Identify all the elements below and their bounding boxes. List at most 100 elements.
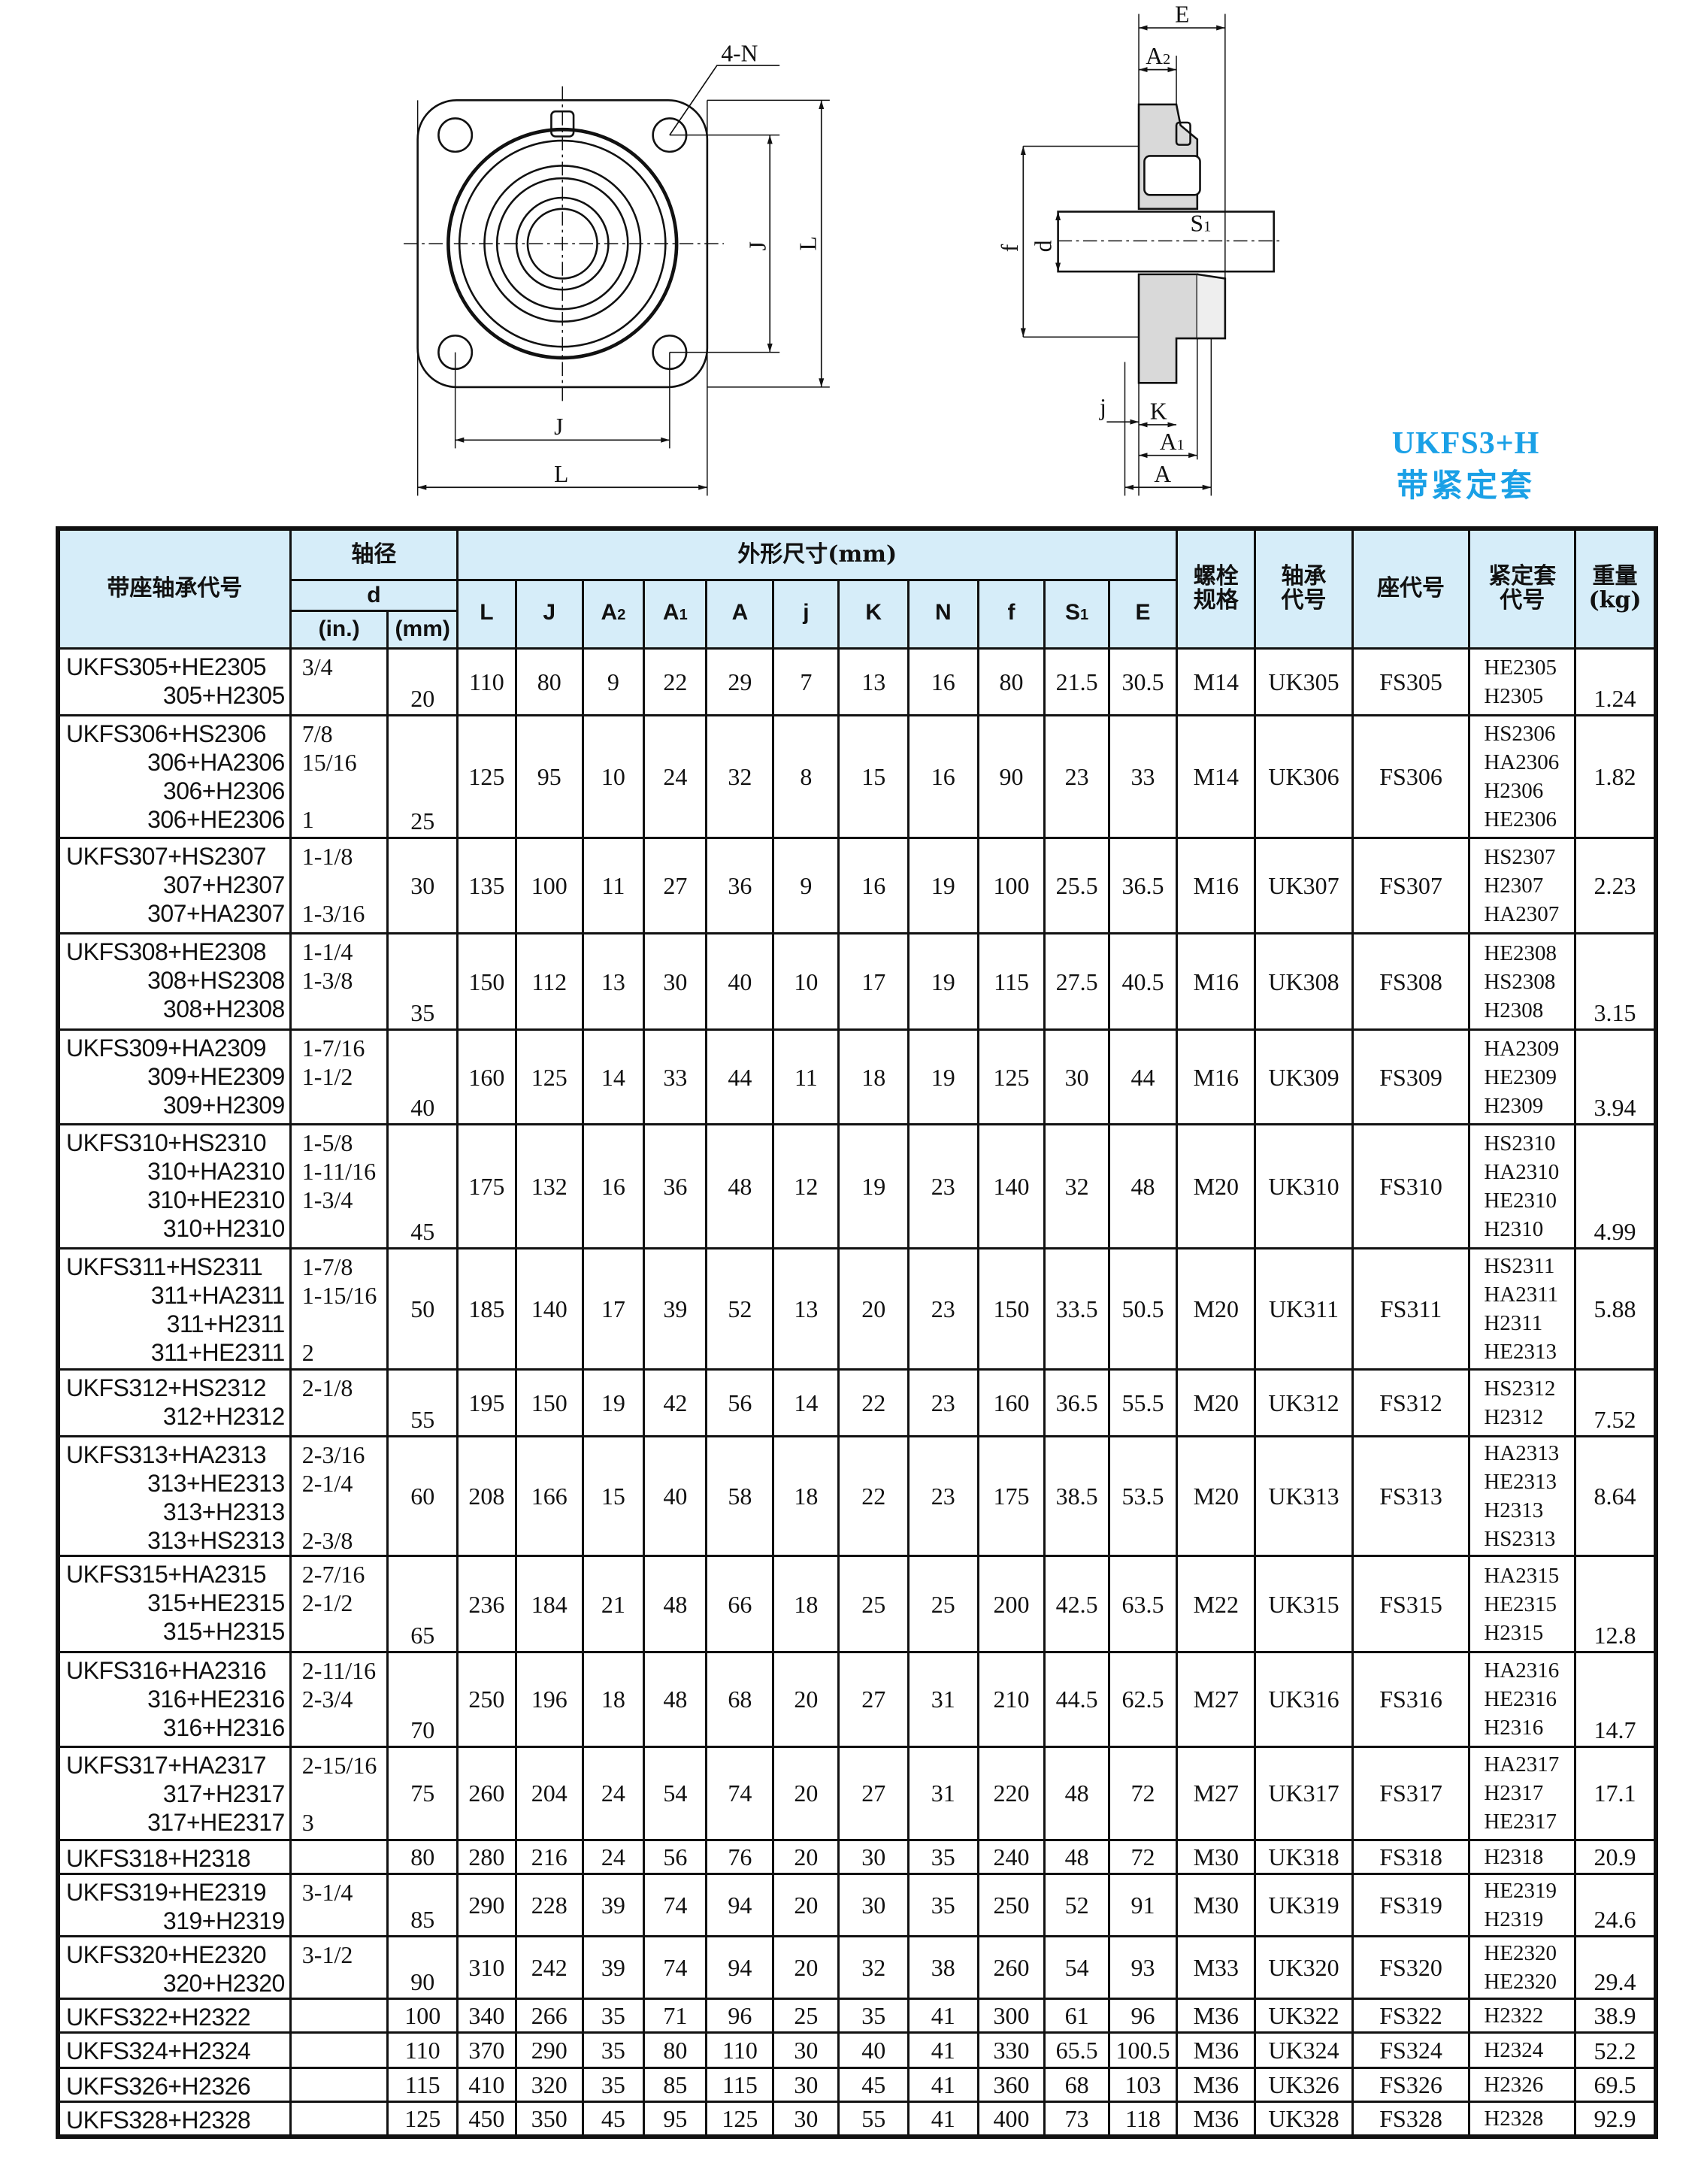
- header-subscript: 2: [617, 607, 626, 624]
- model-cell: UKFS326+H2326: [56, 2066, 292, 2103]
- model-cell: UKFS315+HA2315 315+HE2315 315+H2315: [56, 1555, 292, 1653]
- header-model: 带座轴承代号: [56, 527, 292, 650]
- table-row: UKFS316+HA2316 316+HE2316 316+H2316 2-11/16…: [56, 1650, 1657, 1748]
- header-dim-j: j: [772, 579, 840, 650]
- dim-cell-A2: 21: [581, 1555, 646, 1653]
- housing-cell: FS328: [1351, 2100, 1471, 2138]
- dim-cell-L: 280: [456, 1838, 517, 1875]
- dim-cell-L: 160: [456, 1028, 517, 1126]
- label-a1: A1: [1160, 429, 1185, 455]
- sleeve-cell: HA2316 HE2316 H2316: [1468, 1650, 1577, 1748]
- dim-cell-f: 160: [976, 1368, 1046, 1437]
- bolt-cell: M20: [1176, 1434, 1257, 1558]
- model-code: 306+HE2306: [147, 805, 285, 833]
- inch-value: 1-1/4: [301, 938, 353, 966]
- dim-cell-j: 30: [772, 2031, 840, 2069]
- inch-value: 1-3/4: [301, 1186, 353, 1214]
- dim-cell-E: 62.5: [1107, 1650, 1179, 1748]
- dim-cell-f: 220: [976, 1745, 1046, 1841]
- sleeve-code: HS2306: [1484, 721, 1556, 746]
- inch-value: 1-1/8: [301, 842, 353, 870]
- dim-cell-K: 16: [837, 836, 910, 935]
- bearing-cell: UK326: [1254, 2066, 1354, 2103]
- sleeve-code: HA2311: [1484, 1282, 1559, 1307]
- inch-cell: 1-7/16 1-1/2: [289, 1028, 389, 1126]
- dim-cell-S1: 27.5: [1043, 932, 1110, 1031]
- weight-cell: 5.88: [1574, 1246, 1657, 1371]
- dim-cell-S1: 48: [1043, 1838, 1110, 1875]
- dim-cell-K: 27: [837, 1650, 910, 1748]
- weight-cell: 12.8: [1574, 1555, 1657, 1653]
- bearing-cell: UK312: [1254, 1368, 1354, 1437]
- bolt-cell: M33: [1176, 1935, 1257, 2001]
- model-cell: UKFS318+H2318: [56, 1838, 292, 1875]
- dim-cell-N: 41: [907, 2100, 979, 2138]
- dim-cell-f: 360: [976, 2066, 1046, 2103]
- label-4-n: 4-N: [721, 40, 758, 66]
- housing-cell: FS307: [1351, 836, 1471, 935]
- bearing-cell: UK316: [1254, 1650, 1354, 1748]
- specification-table: 带座轴承代号 轴径 外形尺寸(mm) 螺栓规格 轴承代号 座代号 紧定套代号 重量(kg) d L…: [56, 526, 1658, 2139]
- housing-cell: FS305: [1351, 647, 1471, 716]
- mm-cell: 60: [386, 1434, 459, 1558]
- dim-cell-f: 90: [976, 713, 1046, 839]
- dim-cell-J: 204: [514, 1745, 584, 1841]
- sleeve-code: H2312: [1484, 1404, 1544, 1429]
- weight-cell: 1.24: [1574, 647, 1657, 716]
- sleeve-cell: H2328: [1468, 2100, 1577, 2138]
- dim-cell-A1: 95: [643, 2100, 708, 2138]
- dim-cell-E: 91: [1107, 1872, 1179, 1938]
- sleeve-cell: HA2315 HE2315 H2315: [1468, 1555, 1577, 1653]
- housing-cell: FS308: [1351, 932, 1471, 1031]
- inch-value: [302, 1907, 386, 1934]
- model-code: UKFS306+HS2306: [66, 719, 267, 747]
- dim-cell-J: 242: [514, 1935, 584, 2001]
- inch-cell: 2-7/16 2-1/2: [289, 1555, 389, 1653]
- inch-value: [302, 1498, 386, 1526]
- inch-value: 2-1/2: [301, 1589, 353, 1617]
- table-row: UKFS307+HS2307 307+H2307 307+HA2307 1-1/8 1-…: [56, 836, 1657, 935]
- sleeve-cell: HA2309 HE2309 H2309: [1468, 1028, 1577, 1126]
- bearing-cell: UK322: [1254, 1998, 1354, 2034]
- dim-cell-S1: 42.5: [1043, 1555, 1110, 1653]
- dim-cell-S1: 48: [1043, 1745, 1110, 1841]
- model-cell: UKFS312+HS2312 312+H2312: [56, 1368, 292, 1437]
- model-code: UKFS316+HA2316: [66, 1656, 267, 1684]
- sleeve-code: H2309: [1484, 1093, 1544, 1118]
- table-row: UKFS320+HE2320 320+H2320 3-1/2 90 310 242 39 74…: [56, 1935, 1657, 2001]
- dim-cell-A2: 13: [581, 932, 646, 1031]
- sleeve-code: H2307: [1484, 874, 1544, 898]
- inch-cell: 2-1/8: [289, 1368, 389, 1437]
- dim-cell-N: 41: [907, 2031, 979, 2069]
- dim-cell-S1: 36.5: [1043, 1368, 1110, 1437]
- header-d: d: [289, 579, 459, 612]
- model-code: 310+HE2310: [147, 1186, 285, 1214]
- dim-cell-j: 12: [772, 1123, 840, 1250]
- inch-cell: 3/4: [289, 647, 389, 716]
- dim-cell-E: 48: [1107, 1123, 1179, 1250]
- header-housing: 座代号: [1351, 527, 1471, 650]
- bearing-cell: UK305: [1254, 647, 1354, 716]
- header-symbol: A: [731, 600, 749, 626]
- dim-cell-A1: 56: [643, 1838, 708, 1875]
- model-code: 313+HE2313: [147, 1469, 285, 1497]
- dim-cell-K: 25: [837, 1555, 910, 1653]
- dim-cell-f: 250: [976, 1872, 1046, 1938]
- dim-cell-S1: 73: [1043, 2100, 1110, 2138]
- weight-cell: 1.82: [1574, 713, 1657, 839]
- bolt-cell: M27: [1176, 1745, 1257, 1841]
- side-view-drawing: [1020, 14, 1281, 496]
- inch-value: [302, 1780, 386, 1808]
- sleeve-cell: HE2308 HS2308 H2308: [1468, 932, 1577, 1031]
- model-cell: UKFS310+HS2310 310+HA2310 310+HE2310 310+H2…: [56, 1123, 292, 1250]
- sleeve-code: H2326: [1484, 2072, 1544, 2097]
- sleeve-code: HA2313: [1484, 1441, 1560, 1466]
- housing-cell: FS313: [1351, 1434, 1471, 1558]
- model-cell: UKFS322+H2322: [56, 1998, 292, 2034]
- model-cell: UKFS319+HE2319 319+H2319: [56, 1872, 292, 1938]
- model-code: 320+H2320: [162, 1970, 285, 1998]
- header-dimensions: 外形尺寸(mm): [456, 527, 1179, 582]
- table-row: UKFS311+HS2311 311+HA2311 311+H2311 311+HE2…: [56, 1246, 1657, 1371]
- sleeve-cell: H2324: [1468, 2031, 1577, 2069]
- bolt-cell: M20: [1176, 1246, 1257, 1371]
